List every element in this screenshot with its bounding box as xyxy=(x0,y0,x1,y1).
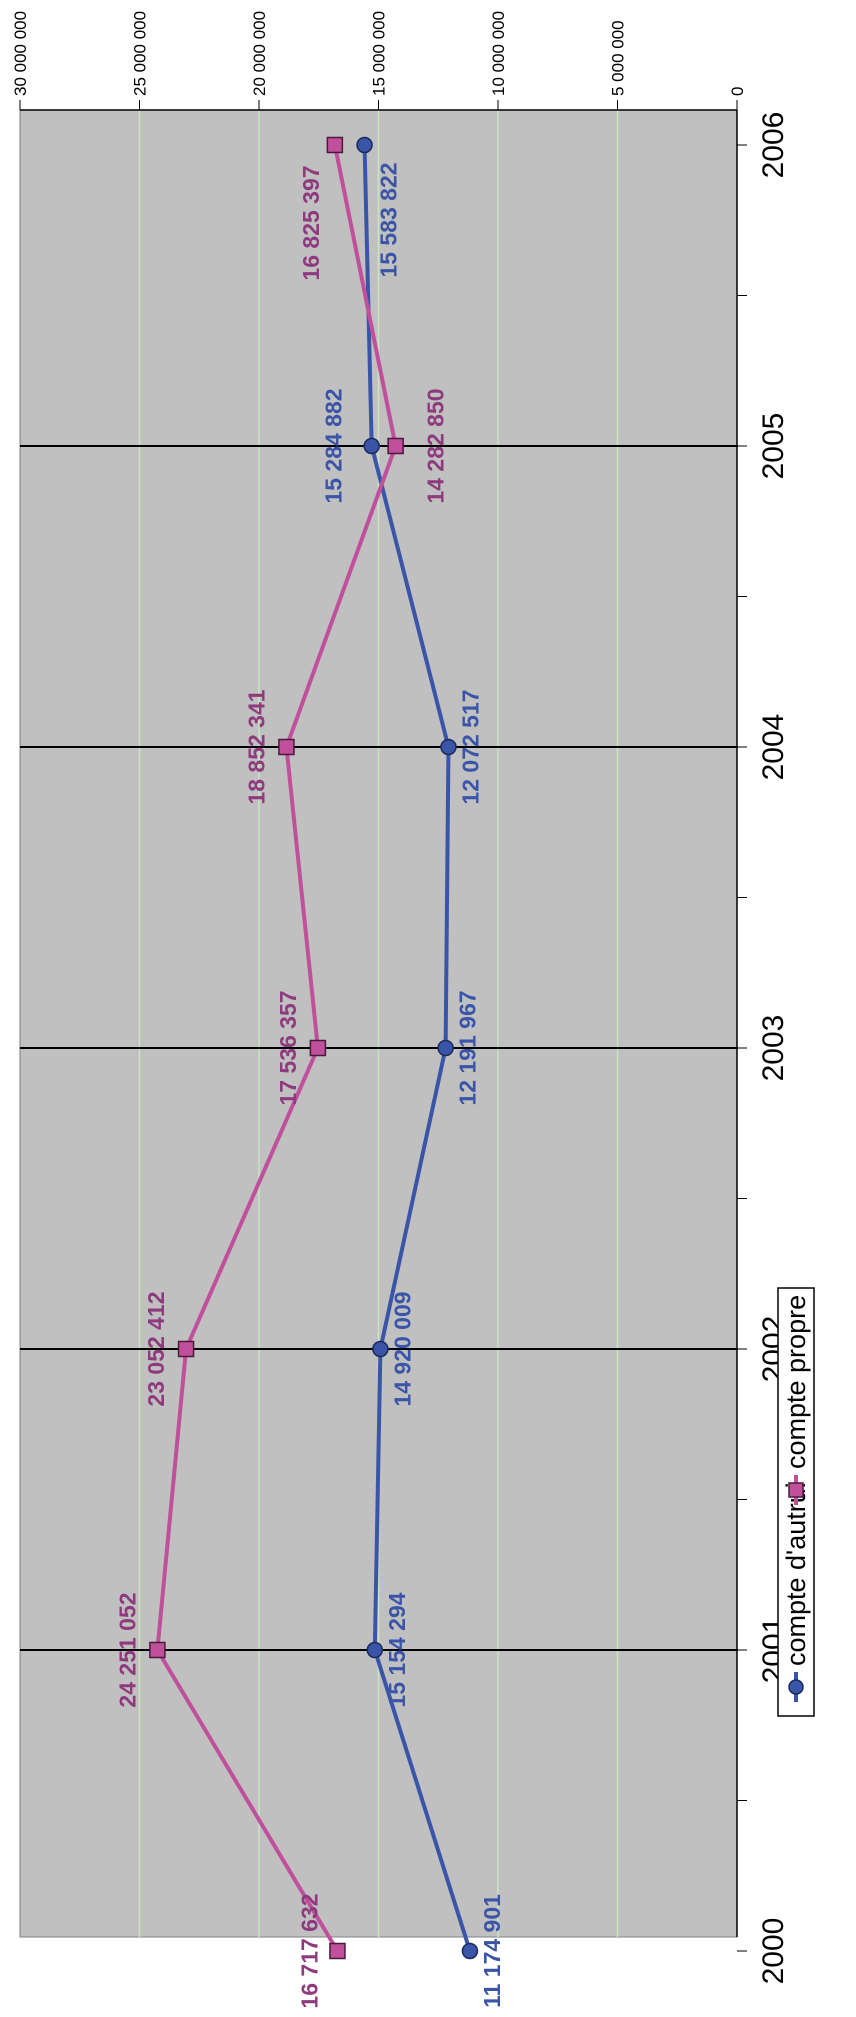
data-label-compte-d-autrui: 11 174 901 xyxy=(479,1894,505,2008)
data-labels: 11 174 901 15 154 294 14 920 009 12 191 967… xyxy=(114,162,505,2008)
data-label-compte-d-autrui: 12 072 517 xyxy=(457,689,483,804)
value-tick-label: 25 000 000 xyxy=(131,11,150,96)
data-label-compte-propre: 17 536 357 xyxy=(275,990,301,1105)
data-label-compte-d-autrui: 12 191 967 xyxy=(455,990,481,1105)
point-compte-propre xyxy=(329,1942,346,1960)
value-tick-label: 5 000 000 xyxy=(609,20,628,96)
series-layer xyxy=(149,136,479,1960)
point-compte-d-autrui xyxy=(366,1641,384,1659)
data-label-compte-propre: 14 282 850 xyxy=(423,388,449,503)
data-label-compte-propre: 18 852 341 xyxy=(243,689,269,804)
legend-marker-compte-autrui xyxy=(788,1679,804,1695)
point-compte-propre xyxy=(177,1340,195,1358)
data-label-compte-d-autrui: 15 583 822 xyxy=(376,162,402,277)
legend-marker-compte-propre xyxy=(788,1482,804,1498)
data-label-compte-propre: 24 251 052 xyxy=(114,1592,140,1707)
year-label: 2003 xyxy=(757,1015,790,1082)
data-label-compte-propre: 16 825 397 xyxy=(298,165,324,280)
year-label: 2005 xyxy=(757,413,790,480)
point-compte-d-autrui xyxy=(440,738,457,756)
point-compte-propre xyxy=(149,1641,166,1659)
data-label-compte-d-autrui: 15 154 294 xyxy=(384,1592,410,1707)
point-compte-d-autrui xyxy=(372,1340,389,1358)
point-compte-propre xyxy=(326,136,344,154)
year-label: 2000 xyxy=(757,1918,790,1985)
value-tick-label: 10 000 000 xyxy=(489,11,508,96)
point-compte-propre xyxy=(387,437,404,455)
point-compte-d-autrui xyxy=(363,437,380,455)
value-tick-label: 0 xyxy=(728,87,747,96)
point-compte-d-autrui xyxy=(437,1039,454,1057)
data-label-compte-d-autrui: 14 920 009 xyxy=(389,1291,415,1406)
legend: compte d'autrui compte propre xyxy=(777,1287,815,1717)
value-tick-label: 20 000 000 xyxy=(250,11,269,96)
legend-label-compte-autrui: compte d'autrui xyxy=(781,1482,811,1666)
point-compte-propre xyxy=(278,738,295,756)
data-label-compte-propre: 23 052 412 xyxy=(143,1291,169,1406)
point-compte-propre xyxy=(309,1039,327,1057)
data-label-compte-d-autrui: 15 284 882 xyxy=(321,388,347,503)
point-compte-d-autrui xyxy=(461,1942,479,1960)
value-tick-label: 15 000 000 xyxy=(370,11,389,96)
axes: 0 5 000 000 10 000 000 15 000 000 20 000 000… xyxy=(11,11,790,1984)
year-label: 2004 xyxy=(757,714,790,781)
point-compte-d-autrui xyxy=(356,136,373,154)
data-label-compte-propre: 16 717 632 xyxy=(296,1893,322,2008)
value-tick-label: 30 000 000 xyxy=(11,11,30,96)
legend-label-compte-propre: compte propre xyxy=(781,1295,811,1469)
year-label: 2006 xyxy=(757,112,790,179)
